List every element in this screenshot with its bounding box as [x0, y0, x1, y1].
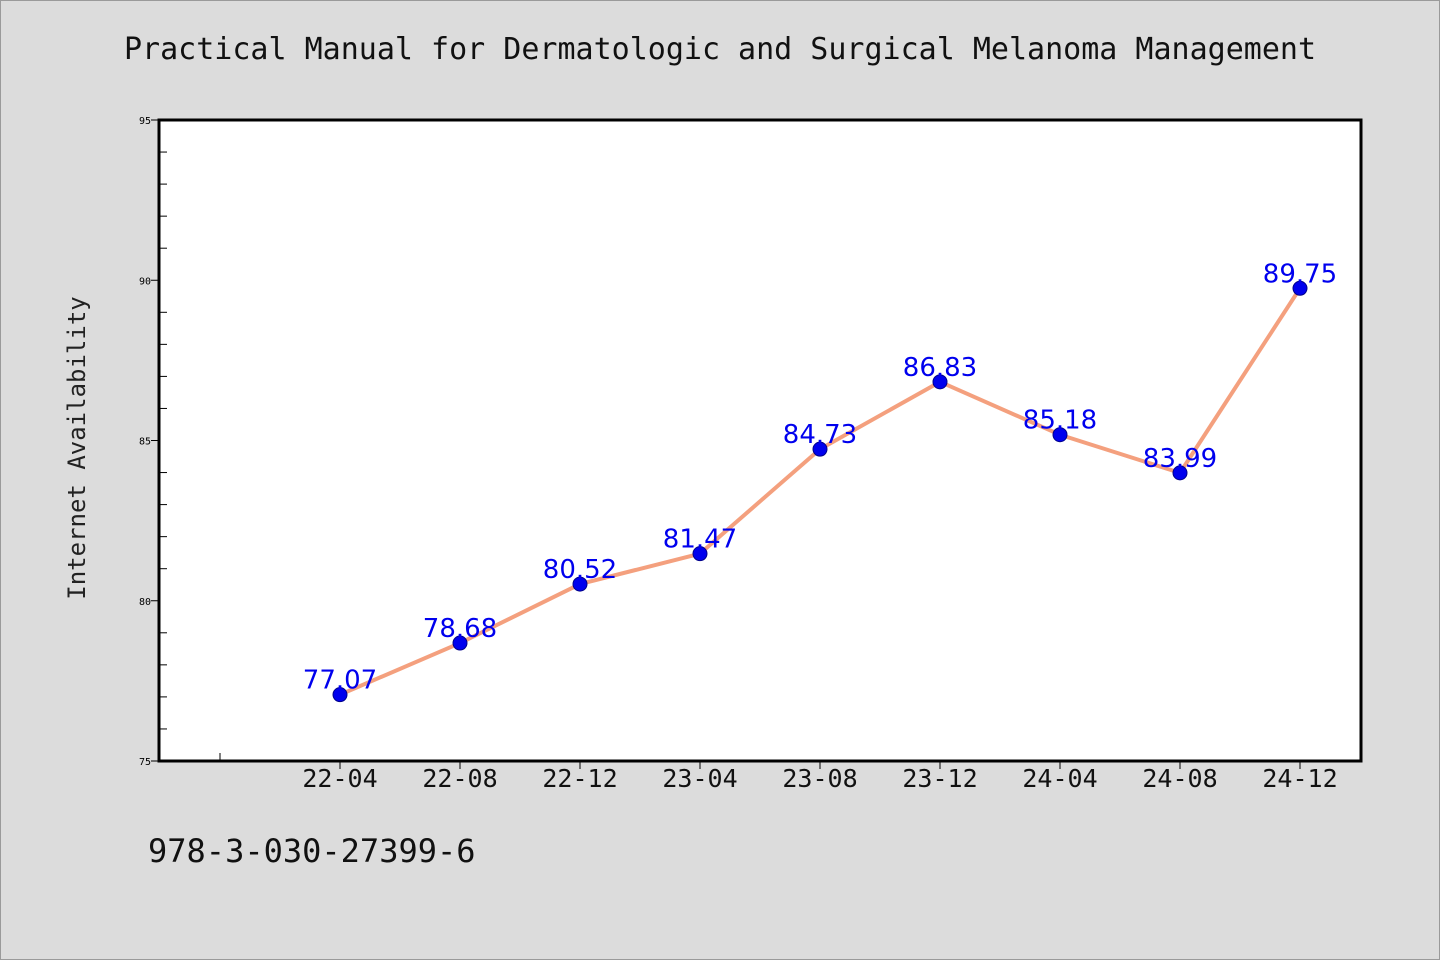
x-tick-label: 22-12	[542, 764, 617, 793]
plot-area	[157, 118, 1363, 763]
data-label: 89.75	[1263, 259, 1337, 289]
y-tick-label: 80	[139, 597, 151, 608]
data-label: 80.52	[543, 555, 617, 585]
data-point	[332, 687, 348, 703]
data-point	[452, 635, 468, 651]
data-point	[1292, 280, 1308, 296]
data-label: 84.73	[783, 420, 857, 450]
y-tick-label: 75	[139, 757, 151, 768]
x-tick-label: 23-12	[902, 764, 977, 793]
y-axis: 75 80 85 90 95	[139, 116, 167, 768]
x-tick-label: 23-08	[782, 764, 857, 793]
data-point	[1172, 465, 1188, 481]
y-tick-label: 90	[139, 276, 151, 287]
isbn-text: 978-3-030-27399-6	[148, 832, 476, 870]
x-tick-label: 23-04	[662, 764, 737, 793]
data-label: 78.68	[423, 614, 497, 644]
data-point	[572, 576, 588, 592]
x-tick-label: 24-04	[1022, 764, 1097, 793]
y-axis-label: Internet Availability	[63, 296, 91, 599]
x-tick-label: 24-08	[1142, 764, 1217, 793]
x-axis: 22-04 22-08 22-12 23-04 23-08 23-12 24-04 24-08…	[219, 753, 1338, 793]
data-label: 81.47	[663, 525, 737, 555]
chart-title: Practical Manual for Dermatologic and Su…	[123, 32, 1317, 67]
data-point	[692, 546, 708, 562]
y-tick-label: 85	[139, 437, 151, 448]
data-label: 86.83	[903, 353, 977, 383]
series-group: 77.07 78.68 80.52 81.47 84.73 86.83 85.18 83.99…	[303, 259, 1337, 703]
data-point	[812, 441, 828, 457]
data-label: 85.18	[1023, 406, 1097, 436]
data-label: 77.07	[303, 666, 377, 696]
data-point	[1052, 427, 1068, 443]
data-point	[932, 374, 948, 390]
x-tick-label: 24-12	[1262, 764, 1337, 793]
x-tick-label: 22-04	[302, 764, 377, 793]
data-label: 83.99	[1143, 444, 1217, 474]
x-tick-label: 22-08	[422, 764, 497, 793]
y-tick-label: 95	[139, 116, 151, 127]
